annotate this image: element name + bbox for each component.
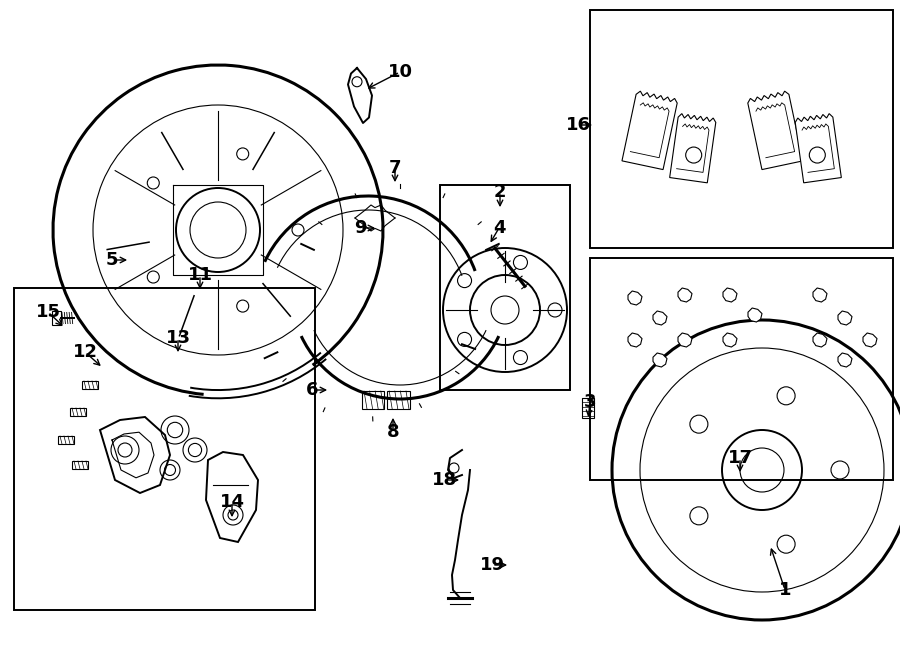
Polygon shape <box>838 353 852 367</box>
Polygon shape <box>796 114 842 183</box>
Polygon shape <box>628 291 642 305</box>
Polygon shape <box>813 333 827 347</box>
Bar <box>590 10 893 248</box>
Text: 2: 2 <box>494 183 506 201</box>
Polygon shape <box>622 91 677 170</box>
Bar <box>58 436 74 444</box>
Text: 14: 14 <box>220 493 245 511</box>
Bar <box>14 288 315 610</box>
Bar <box>387 391 410 409</box>
Text: 1: 1 <box>778 581 791 599</box>
Polygon shape <box>813 288 827 302</box>
Text: 16: 16 <box>565 116 590 134</box>
Text: 4: 4 <box>493 219 505 237</box>
Text: 10: 10 <box>388 63 412 81</box>
Text: 11: 11 <box>187 266 212 284</box>
Text: 7: 7 <box>389 159 401 177</box>
Polygon shape <box>723 288 737 302</box>
Polygon shape <box>653 311 667 325</box>
Polygon shape <box>100 417 170 493</box>
Text: 8: 8 <box>387 423 400 441</box>
Polygon shape <box>748 308 762 322</box>
Text: 9: 9 <box>354 219 366 237</box>
Text: 12: 12 <box>73 343 97 361</box>
Polygon shape <box>628 333 642 347</box>
Text: 6: 6 <box>306 381 319 399</box>
Bar <box>440 185 570 390</box>
Polygon shape <box>838 311 852 325</box>
Bar <box>52 311 61 325</box>
Polygon shape <box>678 288 692 302</box>
Polygon shape <box>748 91 803 170</box>
Bar <box>590 258 893 480</box>
Polygon shape <box>670 114 716 183</box>
Bar <box>70 408 86 416</box>
Text: 18: 18 <box>431 471 456 489</box>
Bar <box>582 398 594 418</box>
Text: 3: 3 <box>584 393 596 411</box>
Polygon shape <box>678 333 692 347</box>
Text: 15: 15 <box>35 303 60 321</box>
Text: 5: 5 <box>106 251 118 269</box>
Polygon shape <box>206 452 258 542</box>
Polygon shape <box>723 333 737 347</box>
Polygon shape <box>653 353 667 367</box>
Text: 19: 19 <box>480 556 505 574</box>
Bar <box>72 461 88 469</box>
Polygon shape <box>863 333 877 347</box>
Text: 17: 17 <box>727 449 752 467</box>
Text: 13: 13 <box>166 329 191 347</box>
Bar <box>82 381 98 389</box>
Bar <box>362 391 384 409</box>
